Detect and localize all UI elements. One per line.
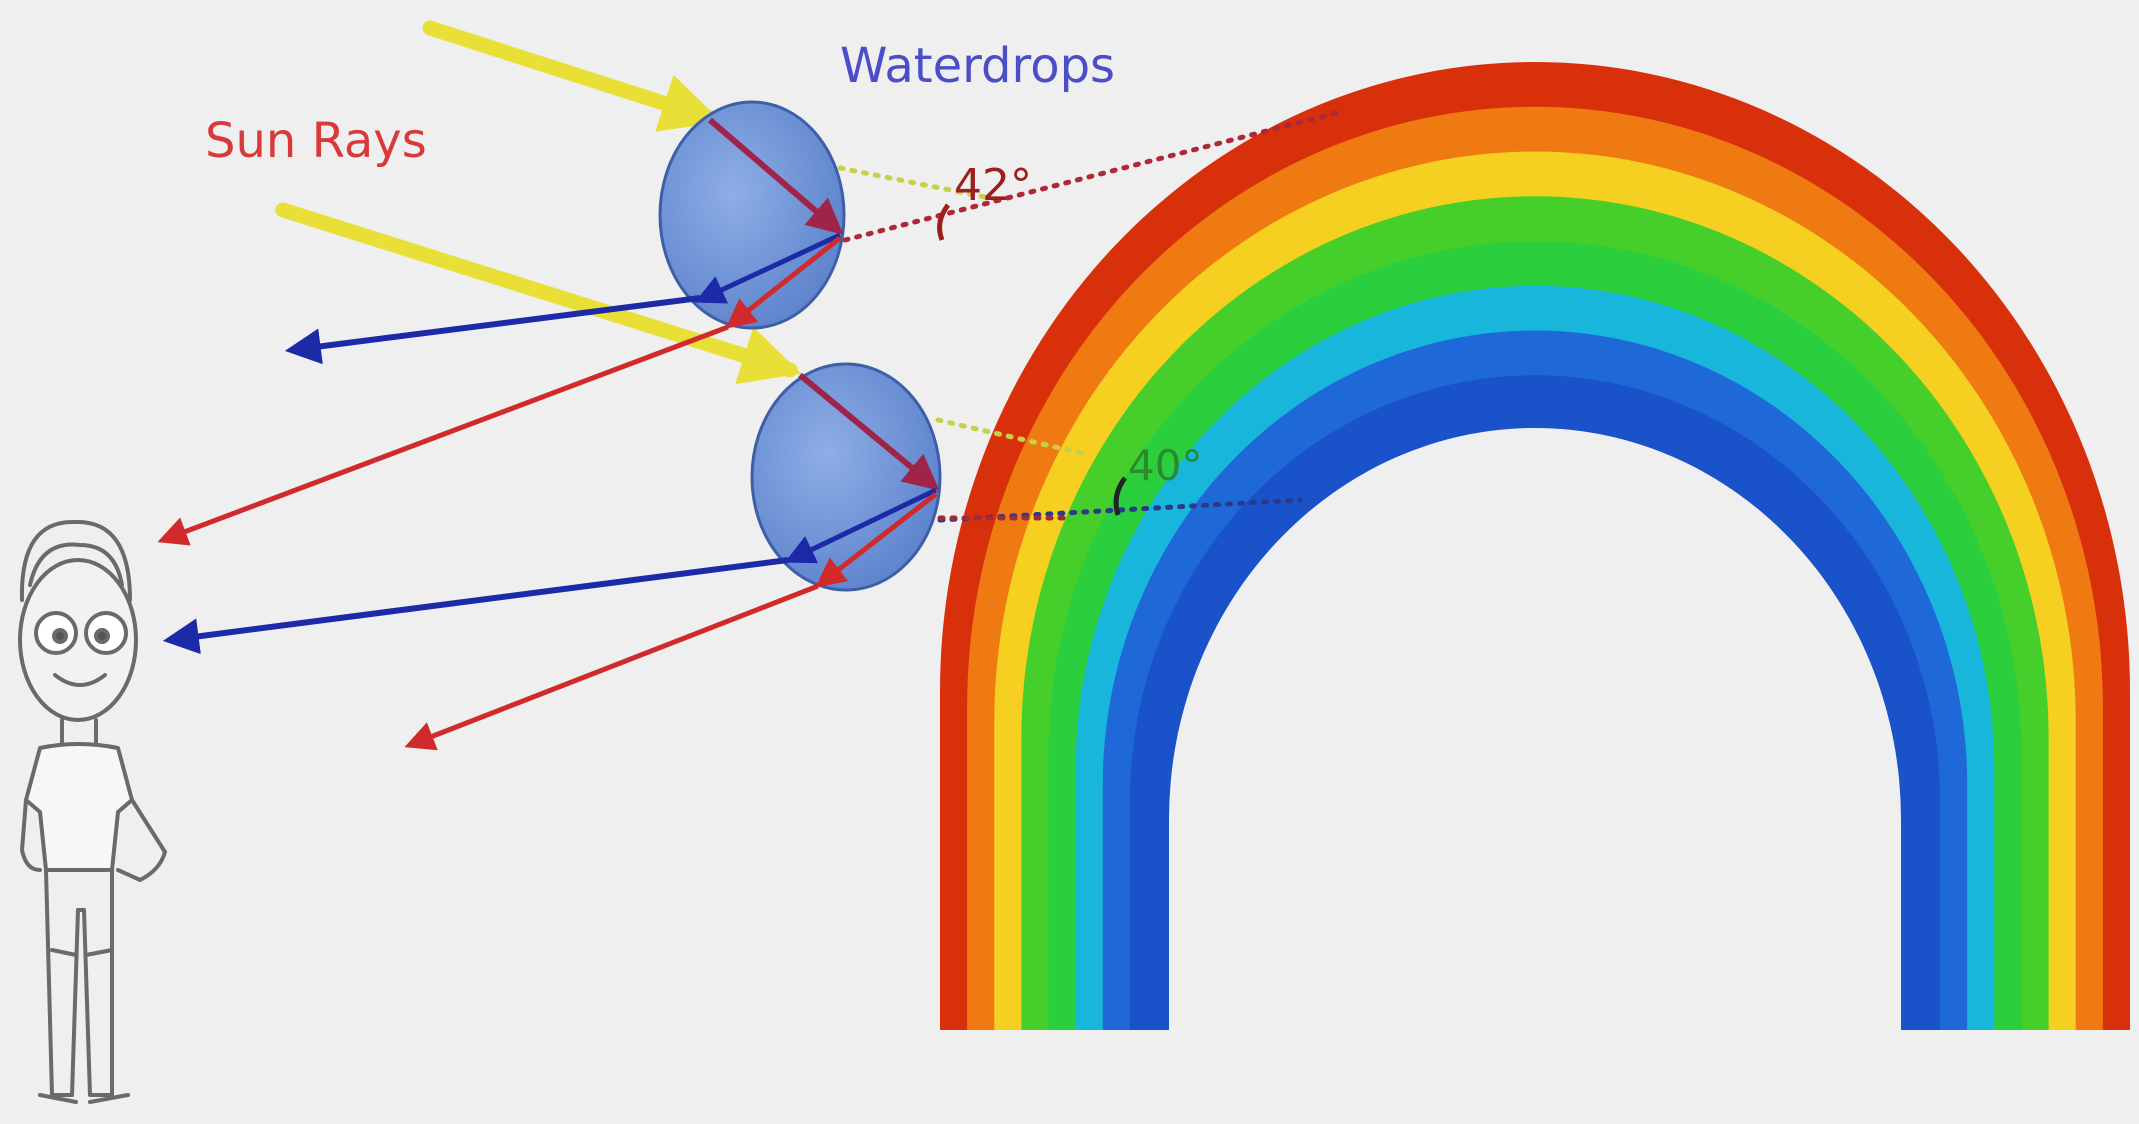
angle-40-label: 40°	[1128, 441, 1202, 490]
waterdrop-icon	[750, 362, 942, 592]
angle-lines	[837, 109, 1343, 523]
rainbow-inner	[1169, 428, 1901, 1032]
rainbow-arc	[940, 62, 2130, 1032]
angle-42-label: 42°	[954, 160, 1032, 211]
sun-ray-arrows	[275, 20, 802, 385]
waterdrops-label: Waterdrops	[840, 38, 1115, 94]
internal-rays	[694, 117, 940, 588]
dispersed-light-arrows	[157, 295, 819, 751]
sun-rays-label: Sun Rays	[205, 113, 427, 169]
person-icon	[18, 519, 167, 1104]
